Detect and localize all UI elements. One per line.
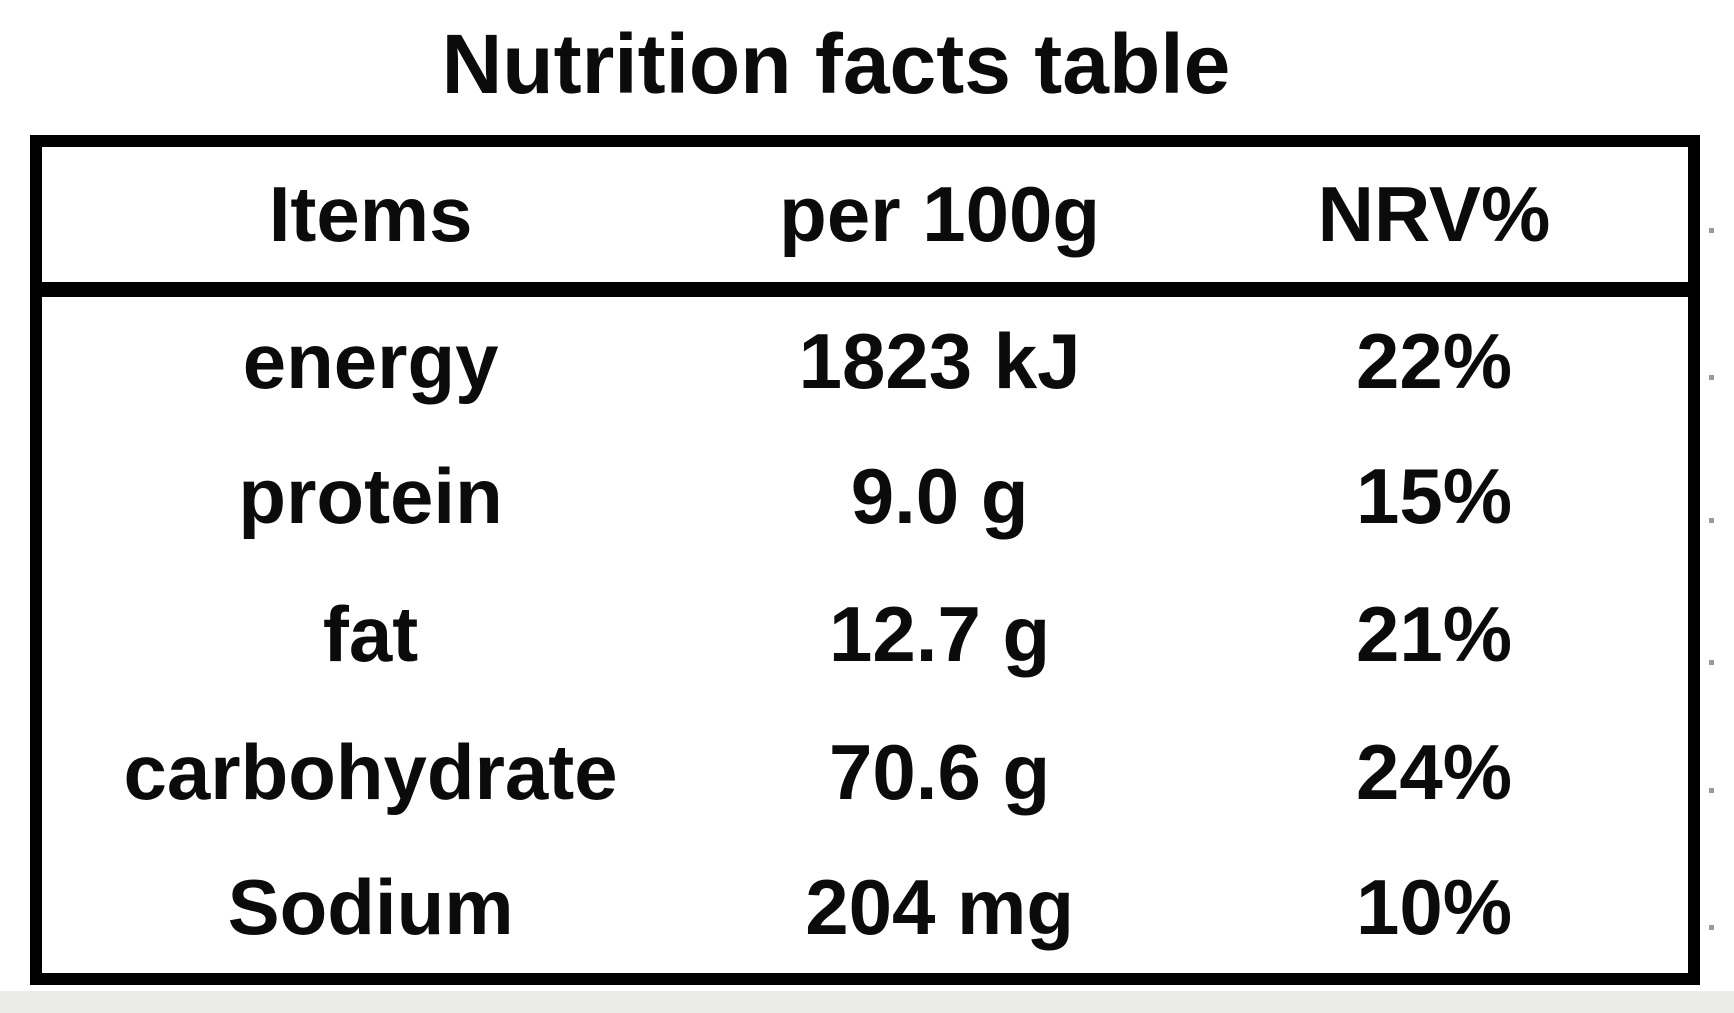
nutrition-facts-table: Items per 100g NRV% energy 1823 kJ 22% p… xyxy=(30,135,1700,985)
cell-per100g: 204 mg xyxy=(805,862,1074,951)
cell-item: protein xyxy=(238,451,503,540)
cell-item: fat xyxy=(322,589,419,678)
cell-nrv: 10% xyxy=(1355,862,1513,951)
table-row-energy: energy 1823 kJ 22% xyxy=(36,289,1694,427)
table-row-carbohydrate: carbohydrate 70.6 g 24% xyxy=(36,703,1694,841)
scan-artifact-dot xyxy=(1709,660,1714,665)
cell-nrv: 22% xyxy=(1355,317,1513,406)
cell-item: carbohydrate xyxy=(123,727,618,816)
cell-per100g: 9.0 g xyxy=(850,451,1029,540)
cell-nrv: 15% xyxy=(1355,451,1513,540)
scan-edge-strip xyxy=(0,991,1734,1013)
table-row-sodium: Sodium 204 mg 10% xyxy=(36,841,1694,979)
cell-item: Sodium xyxy=(227,862,514,951)
cell-nrv: 24% xyxy=(1355,727,1513,816)
table-row-protein: protein 9.0 g 15% xyxy=(36,427,1694,565)
scan-artifact-dot xyxy=(1709,788,1714,793)
cell-per100g: 1823 kJ xyxy=(798,317,1081,406)
page-title: Nutrition facts table xyxy=(441,17,1231,111)
cell-per100g: 12.7 g xyxy=(829,589,1051,678)
scan-artifact-dot xyxy=(1709,228,1714,233)
scan-artifact-dot xyxy=(1709,925,1714,930)
cell-per100g: 70.6 g xyxy=(829,727,1051,816)
scan-artifact-dot xyxy=(1709,375,1714,380)
table-header-row: Items per 100g NRV% xyxy=(36,141,1694,289)
scan-artifact-dot xyxy=(1709,518,1714,523)
column-header-nrv: NRV% xyxy=(1317,169,1551,258)
cell-nrv: 21% xyxy=(1355,589,1513,678)
cell-item: energy xyxy=(242,317,499,406)
table-row-fat: fat 12.7 g 21% xyxy=(36,565,1694,703)
column-header-items: Items xyxy=(268,169,473,258)
column-header-per100g: per 100g xyxy=(779,169,1101,258)
